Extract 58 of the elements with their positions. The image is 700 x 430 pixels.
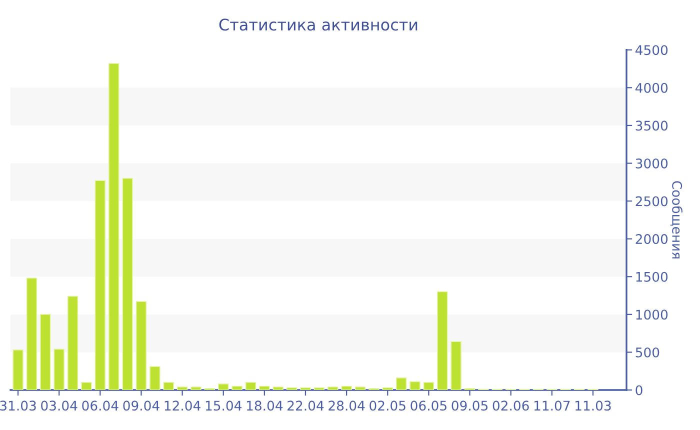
bar [67,296,78,390]
bar [314,387,325,390]
bar [450,341,462,390]
bar [272,386,284,390]
x-tick-label: 02.06 [492,400,529,411]
bar [382,387,393,390]
bar [12,350,24,390]
bar [328,386,338,390]
bar [218,384,229,390]
bar [232,386,242,390]
chart-title: Статистика активности [219,18,418,31]
bar [150,366,160,390]
bar [108,63,120,390]
bar [300,387,311,390]
y-axis-title: Сообщения [670,181,683,258]
bar [26,278,38,390]
x-tick-label: 06.04 [82,400,118,411]
bar [190,386,202,390]
x-tick-label: 15.04 [206,400,242,411]
bar [341,386,352,390]
x-tick-label: 09.05 [452,400,488,411]
bar [354,386,366,390]
y-tick-label: 3500 [636,120,668,131]
bar [40,314,51,390]
bar [259,386,270,390]
bar [81,382,92,390]
bar [423,382,434,390]
x-tick-label: 09.04 [123,400,160,411]
bar [176,386,188,390]
bar [163,382,174,390]
x-tick-label: 11.07 [534,400,570,411]
bar [122,178,133,390]
bar [410,381,420,390]
y-tick-label: 2500 [636,196,668,206]
bar [286,387,298,390]
bar [94,180,106,390]
x-tick-label: 06.05 [410,400,446,411]
x-tick-label: 11.03 [576,400,611,411]
y-tick-label: 500 [636,347,660,358]
bar [396,377,407,390]
bar [245,382,256,390]
y-tick-label: 4500 [635,45,668,56]
y-tick-label: 2000 [636,234,668,244]
x-tick-label: 03.04 [41,400,78,411]
x-tick-label: 28.04 [328,400,365,411]
x-tick-label: 18.04 [246,400,283,411]
y-tick-label: 1500 [636,272,668,282]
y-tick-label: 4000 [635,82,668,93]
x-tick-label: 31.03 [0,400,36,411]
x-tick-label: 22.04 [288,400,324,411]
y-tick-label: 3000 [636,158,668,168]
x-tick-label: 02.05 [370,400,406,411]
x-tick-label: 12.04 [164,400,200,411]
bar [54,348,64,390]
y-tick-label: 1000 [636,310,668,320]
bar [437,291,448,390]
y-tick-label: 0 [636,385,642,396]
bar [136,301,147,390]
